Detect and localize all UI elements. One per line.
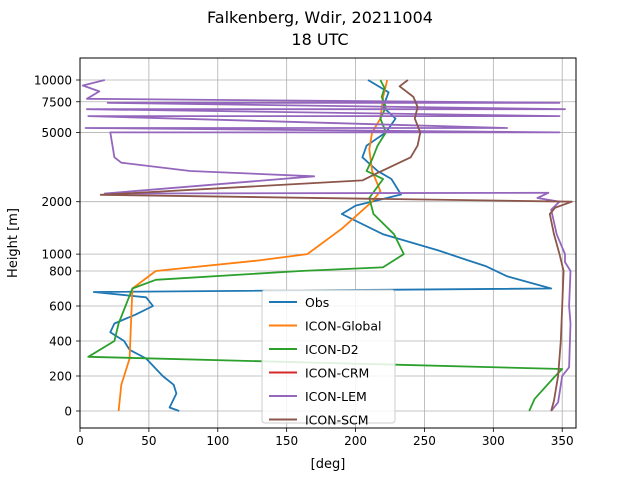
y-tick-label: 2000	[41, 195, 72, 209]
legend-label: ICON-CRM	[305, 366, 369, 381]
x-tick-label: 300	[482, 434, 505, 448]
y-tick-label: 5000	[41, 126, 72, 140]
x-tick-label: 200	[344, 434, 367, 448]
series-line-icon-d2	[87, 79, 564, 412]
y-tick-label: 200	[49, 370, 72, 384]
x-tick-label: 0	[76, 434, 84, 448]
x-tick-label: 250	[413, 434, 436, 448]
y-tick-label: 1000	[41, 248, 72, 262]
y-axis-label: Height [m]	[6, 208, 21, 278]
x-tick-label: 150	[275, 434, 298, 448]
legend: Obs ICON-Global ICON-D2 ICON-CRM ICON-LEM ICO…	[261, 289, 396, 428]
x-tick-label: 50	[141, 434, 156, 448]
y-tick-label: 600	[49, 300, 72, 314]
x-axis-label: [deg]	[311, 457, 346, 472]
y-tick-label: 7500	[41, 95, 72, 109]
y-tick-label: 800	[49, 265, 72, 279]
x-tick-label: 100	[206, 434, 229, 448]
axis-ticks: 0 50 100 150 200 250 300 350 0 200 400 600 800 1000 20…	[34, 74, 574, 449]
chart-subtitle: 18 UTC	[291, 30, 348, 49]
grid	[79, 58, 576, 428]
y-tick-label: 400	[49, 335, 72, 349]
legend-label: ICON-LEM	[305, 389, 367, 404]
legend-label: Obs	[305, 295, 329, 310]
legend-label: ICON-D2	[305, 342, 359, 357]
plot-frame	[79, 57, 577, 429]
y-tick-label: 0	[64, 405, 72, 419]
legend-label: ICON-SCM	[305, 413, 369, 428]
legend-label: ICON-Global	[305, 319, 381, 334]
y-tick-label: 10000	[34, 74, 72, 88]
series-lines	[81, 79, 573, 412]
x-tick-label: 350	[551, 434, 574, 448]
series-line-obs	[92, 79, 553, 412]
series-line-icon-lem	[81, 79, 572, 412]
legend-box	[261, 289, 396, 424]
series-line-icon-scm	[99, 79, 573, 412]
chart-title: Falkenberg, Wdir, 20211004	[207, 8, 433, 27]
